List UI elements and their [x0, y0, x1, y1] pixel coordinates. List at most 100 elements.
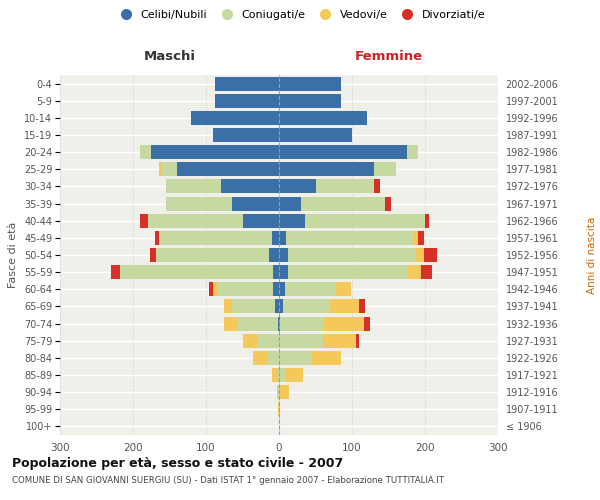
Bar: [359, 300, 365, 314]
Bar: [279, 300, 283, 314]
Text: Popolazione per età, sesso e stato civile - 2007: Popolazione per età, sesso e stato civil…: [12, 458, 343, 470]
Bar: [288, 248, 416, 262]
Bar: [273, 282, 279, 296]
Bar: [273, 265, 279, 279]
Bar: [285, 368, 303, 382]
Bar: [280, 316, 324, 330]
Bar: [283, 300, 330, 314]
Bar: [336, 282, 350, 296]
Bar: [279, 351, 312, 365]
Bar: [224, 300, 232, 314]
Bar: [150, 248, 155, 262]
Bar: [224, 316, 238, 330]
Bar: [305, 214, 425, 228]
Text: Anni di nascita: Anni di nascita: [587, 216, 597, 294]
Bar: [272, 368, 278, 382]
Bar: [232, 196, 279, 210]
Bar: [278, 316, 279, 330]
Bar: [155, 248, 269, 262]
Bar: [279, 248, 288, 262]
Text: COMUNE DI SAN GIOVANNI SUERGIU (SU) - Dati ISTAT 1° gennaio 2007 - Elaborazione : COMUNE DI SAN GIOVANNI SUERGIU (SU) - Da…: [12, 476, 444, 485]
Bar: [414, 231, 418, 245]
Bar: [279, 162, 374, 176]
Bar: [279, 282, 285, 296]
Bar: [277, 385, 278, 399]
Bar: [385, 196, 391, 210]
Bar: [212, 282, 218, 296]
Bar: [209, 282, 212, 296]
Bar: [159, 162, 162, 176]
Bar: [111, 265, 120, 279]
Bar: [166, 196, 232, 210]
Bar: [279, 180, 316, 194]
Bar: [151, 145, 279, 159]
Bar: [257, 334, 279, 347]
Bar: [288, 265, 408, 279]
Bar: [279, 231, 286, 245]
Legend: Celibi/Nubili, Coniugati/e, Vedovi/e, Divorziati/e: Celibi/Nubili, Coniugati/e, Vedovi/e, Di…: [110, 6, 490, 25]
Bar: [407, 145, 418, 159]
Bar: [279, 145, 407, 159]
Bar: [286, 231, 414, 245]
Bar: [356, 334, 359, 347]
Bar: [253, 351, 268, 365]
Bar: [425, 214, 428, 228]
Bar: [162, 162, 177, 176]
Bar: [421, 265, 432, 279]
Bar: [374, 162, 396, 176]
Bar: [324, 316, 364, 330]
Bar: [155, 231, 158, 245]
Bar: [279, 334, 323, 347]
Bar: [279, 196, 301, 210]
Bar: [158, 231, 272, 245]
Bar: [279, 111, 367, 125]
Bar: [242, 214, 279, 228]
Bar: [120, 265, 273, 279]
Text: Femmine: Femmine: [355, 50, 422, 62]
Bar: [279, 94, 341, 108]
Bar: [275, 300, 279, 314]
Bar: [232, 300, 275, 314]
Bar: [191, 111, 279, 125]
Bar: [279, 402, 280, 416]
Bar: [148, 214, 242, 228]
Bar: [285, 282, 336, 296]
Bar: [140, 145, 151, 159]
Bar: [242, 334, 257, 347]
Bar: [278, 385, 279, 399]
Bar: [272, 231, 279, 245]
Y-axis label: Fasce di età: Fasce di età: [8, 222, 19, 288]
Bar: [177, 162, 279, 176]
Bar: [279, 316, 280, 330]
Bar: [279, 265, 288, 279]
Bar: [218, 282, 273, 296]
Bar: [215, 76, 279, 90]
Text: Maschi: Maschi: [143, 50, 196, 62]
Bar: [424, 248, 437, 262]
Bar: [301, 196, 385, 210]
Bar: [279, 214, 305, 228]
Bar: [374, 180, 380, 194]
Bar: [215, 94, 279, 108]
Bar: [280, 385, 289, 399]
Bar: [278, 402, 279, 416]
Bar: [238, 316, 278, 330]
Bar: [166, 180, 221, 194]
Bar: [140, 214, 148, 228]
Bar: [416, 248, 424, 262]
Bar: [330, 300, 359, 314]
Bar: [316, 180, 374, 194]
Bar: [221, 180, 279, 194]
Bar: [269, 248, 279, 262]
Bar: [279, 368, 285, 382]
Bar: [312, 351, 341, 365]
Bar: [408, 265, 421, 279]
Bar: [279, 385, 280, 399]
Bar: [268, 351, 279, 365]
Bar: [214, 128, 279, 142]
Bar: [323, 334, 356, 347]
Bar: [278, 368, 279, 382]
Bar: [279, 128, 352, 142]
Bar: [279, 76, 341, 90]
Bar: [418, 231, 424, 245]
